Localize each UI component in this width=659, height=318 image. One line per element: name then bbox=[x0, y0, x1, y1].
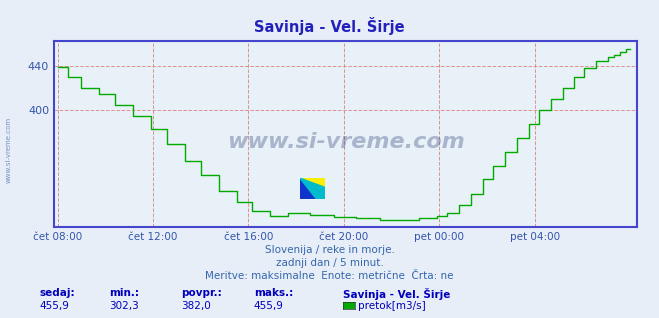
Polygon shape bbox=[300, 178, 325, 199]
Text: maks.:: maks.: bbox=[254, 288, 293, 298]
Text: min.:: min.: bbox=[109, 288, 139, 298]
Text: www.si-vreme.com: www.si-vreme.com bbox=[227, 132, 465, 152]
Text: sedaj:: sedaj: bbox=[40, 288, 75, 298]
Text: povpr.:: povpr.: bbox=[181, 288, 222, 298]
Text: 302,3: 302,3 bbox=[109, 301, 138, 310]
Text: 455,9: 455,9 bbox=[254, 301, 283, 310]
Text: zadnji dan / 5 minut.: zadnji dan / 5 minut. bbox=[275, 258, 384, 268]
Polygon shape bbox=[300, 178, 316, 199]
Text: pretok[m3/s]: pretok[m3/s] bbox=[358, 301, 426, 310]
Text: Savinja - Vel. Širje: Savinja - Vel. Širje bbox=[343, 288, 450, 300]
Text: www.si-vreme.com: www.si-vreme.com bbox=[5, 116, 12, 183]
Text: 455,9: 455,9 bbox=[40, 301, 69, 310]
Text: 382,0: 382,0 bbox=[181, 301, 211, 310]
Text: Savinja - Vel. Širje: Savinja - Vel. Širje bbox=[254, 17, 405, 36]
Text: Slovenija / reke in morje.: Slovenija / reke in morje. bbox=[264, 245, 395, 255]
Text: Meritve: maksimalne  Enote: metrične  Črta: ne: Meritve: maksimalne Enote: metrične Črta… bbox=[205, 271, 454, 281]
